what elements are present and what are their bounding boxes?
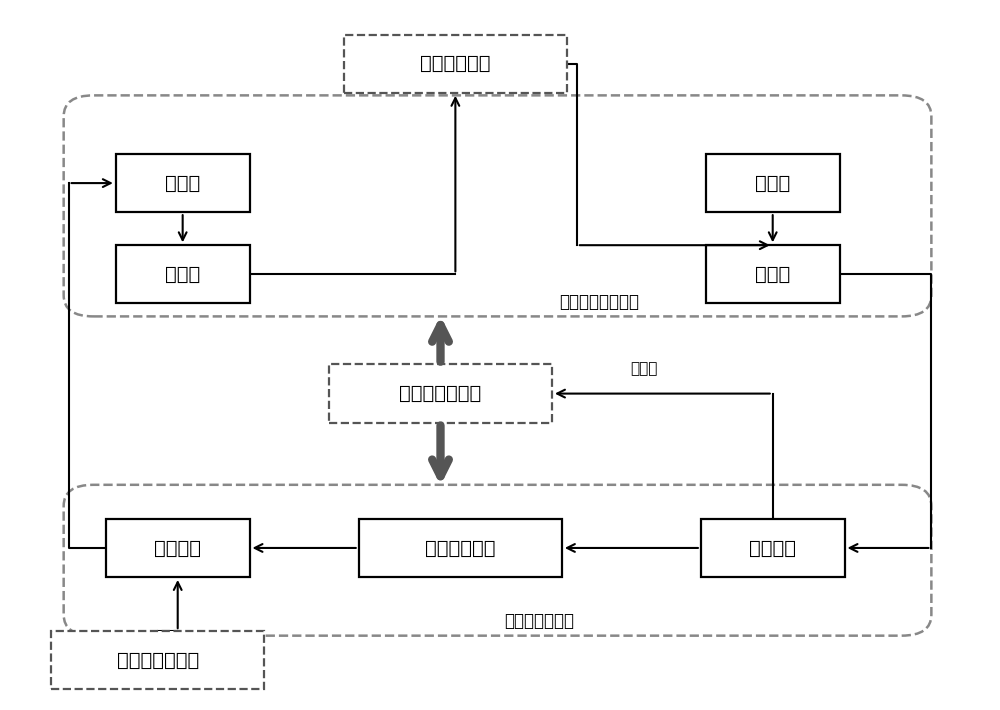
- Bar: [706, 245, 840, 303]
- Bar: [116, 245, 250, 303]
- Text: 右心房: 右心房: [165, 173, 200, 192]
- Text: 左心房: 左心房: [755, 173, 790, 192]
- Bar: [701, 519, 845, 577]
- Text: 静脉系统: 静脉系统: [154, 538, 201, 557]
- Text: 外周循环系统: 外周循环系统: [425, 538, 496, 557]
- Text: 颈动脉: 颈动脉: [630, 361, 657, 376]
- Text: 血管网络子模型: 血管网络子模型: [505, 612, 575, 630]
- Text: 反射控制子模型: 反射控制子模型: [399, 384, 482, 403]
- Text: 肺循环子模型: 肺循环子模型: [420, 54, 491, 73]
- Bar: [329, 364, 552, 422]
- Bar: [51, 631, 264, 689]
- Text: 左心室: 左心室: [755, 265, 790, 284]
- Bar: [344, 35, 567, 93]
- Text: 静脉塌陷子模型: 静脉塌陷子模型: [117, 651, 199, 670]
- Text: 右心室: 右心室: [165, 265, 200, 284]
- Text: 动脉系统: 动脉系统: [749, 538, 796, 557]
- Bar: [359, 519, 562, 577]
- Text: 心脏四腔室子模型: 心脏四腔室子模型: [559, 293, 639, 311]
- Bar: [106, 519, 250, 577]
- Bar: [706, 154, 840, 212]
- Bar: [116, 154, 250, 212]
